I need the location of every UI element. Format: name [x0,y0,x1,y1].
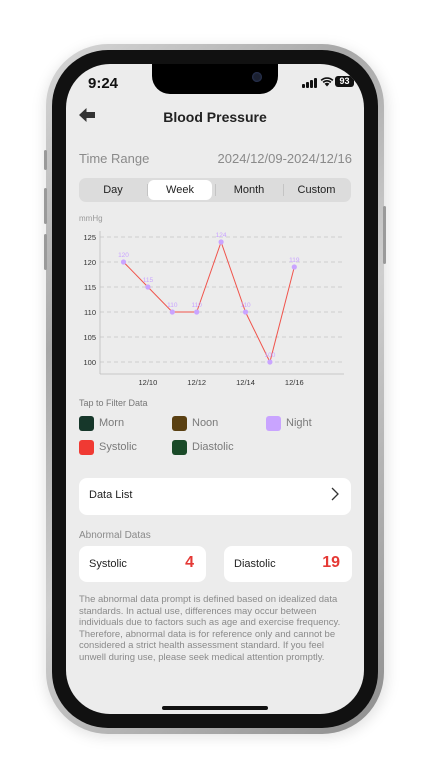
abnormal-systolic-count: 4 [185,554,194,571]
data-label: 110 [192,302,203,309]
data-point [145,284,151,290]
x-tick-label: 12/10 [139,378,158,387]
legend-swatch [79,416,94,431]
segment-divider [215,184,216,196]
data-list-row[interactable]: Data List [79,478,351,515]
series-line [123,240,295,364]
time-range-label: Time Range [79,151,150,166]
y-tick-label: 125 [83,233,96,242]
legend-label: Systolic [99,441,137,453]
data-point [218,239,224,245]
silent-switch [44,150,47,170]
data-list-label: Data List [89,489,133,501]
nav-header: Blood Pressure [66,104,364,130]
data-label: 115 [143,277,154,284]
abnormal-diastolic-card[interactable]: Diastolic 19 [224,546,352,582]
data-label: 124 [216,232,227,239]
x-tick-label: 12/16 [285,378,304,387]
wifi-icon [320,76,334,90]
front-camera [252,72,262,82]
abnormal-diastolic-count: 19 [322,554,340,571]
abnormal-diastolic-label: Diastolic [234,558,276,570]
abnormal-systolic-card[interactable]: Systolic 4 [79,546,206,582]
chevron-right-icon [331,487,339,506]
volume-down-button [44,234,47,270]
volume-up-button [44,188,47,224]
legend-label: Night [286,417,312,429]
y-tick-label: 110 [84,308,96,317]
data-label: 120 [118,252,129,259]
y-axis-title: mmHg [79,214,103,223]
data-point [120,259,127,265]
data-point [194,309,200,315]
data-point [291,264,297,270]
segment-week[interactable]: Week [148,180,212,200]
legend-swatch [172,416,187,431]
x-tick-label: 12/12 [187,378,206,387]
data-point [242,309,249,315]
segment-day[interactable]: Day [103,184,123,196]
y-tick-label: 105 [83,333,96,342]
dynamic-island [152,64,278,94]
y-tick-label: 115 [84,283,96,292]
page-title: Blood Pressure [163,109,267,125]
disclaimer-text: The abnormal data prompt is defined base… [79,594,341,663]
segment-divider [147,184,148,196]
status-bar: 9:24 93 [66,64,364,104]
app-screen: 9:24 93 Blood Pressure Time Range 2024/1… [66,64,364,714]
legend-label: Diastolic [192,441,234,453]
power-button [383,206,386,264]
back-arrow-icon[interactable] [78,107,96,128]
legend-swatch [266,416,281,431]
period-segmented-control: Day Week Month Custom [79,178,351,202]
home-indicator[interactable] [162,706,268,710]
abnormal-systolic-label: Systolic [89,558,127,570]
x-tick-label: 12/14 [236,378,255,387]
time-range-value[interactable]: 2024/12/09-2024/12/16 [217,151,352,166]
y-tick-label: 120 [83,258,96,267]
data-label: 110 [240,302,251,309]
data-label: 119 [289,257,300,264]
data-point [267,359,273,365]
segment-custom[interactable]: Custom [297,184,336,196]
status-time: 9:24 [88,75,119,92]
abnormal-section-label: Abnormal Datas [79,530,151,541]
battery-indicator: 93 [335,76,354,87]
cellular-signal-icon [302,78,318,88]
data-label: 110 [167,302,178,309]
blood-pressure-chart[interactable]: mmHg 125 120 115 110 105 100 12/10 12/12 12/14 12/… [66,210,364,396]
data-label: 100 [264,352,275,359]
legend-swatch [172,440,187,455]
data-point [169,309,175,315]
filter-label: Tap to Filter Data [79,398,148,408]
legend-swatch [79,440,94,455]
legend-label: Morn [99,417,125,429]
y-tick-label: 100 [83,358,96,367]
segment-divider [283,184,284,196]
legend-label: Noon [192,417,219,429]
segment-month[interactable]: Month [233,184,265,196]
